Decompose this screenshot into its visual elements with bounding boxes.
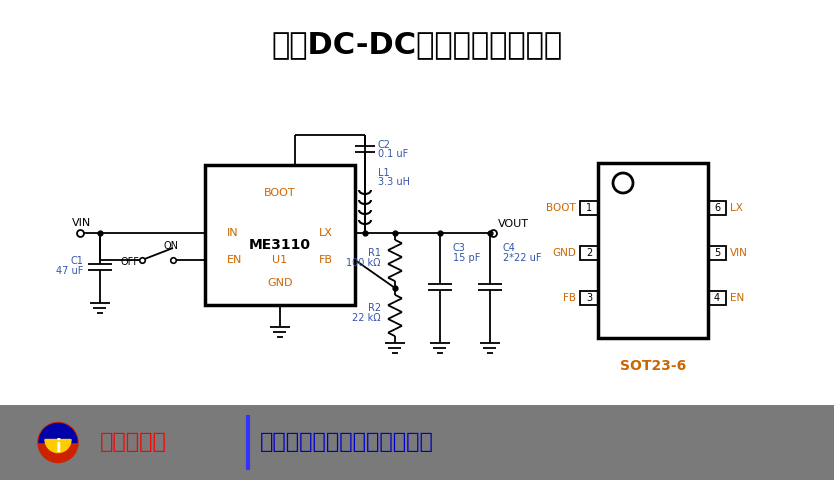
Text: C1: C1 xyxy=(70,256,83,266)
Text: 5: 5 xyxy=(714,248,720,258)
Text: L1: L1 xyxy=(378,168,389,178)
Text: 微盟DC-DC降压典型应用案例: 微盟DC-DC降压典型应用案例 xyxy=(271,31,563,60)
Text: C4: C4 xyxy=(503,243,516,253)
Text: 6: 6 xyxy=(714,203,720,213)
Text: 1: 1 xyxy=(586,203,592,213)
Text: 22 kΩ: 22 kΩ xyxy=(353,313,381,323)
Text: 15 pF: 15 pF xyxy=(453,253,480,263)
Text: SOT23-6: SOT23-6 xyxy=(620,359,686,373)
Bar xyxy=(580,201,598,215)
Text: 4: 4 xyxy=(714,293,720,303)
Text: LX: LX xyxy=(730,203,743,213)
Text: R2: R2 xyxy=(368,303,381,313)
Text: FB: FB xyxy=(563,293,576,303)
Text: 专注电子元件销售和技术服务: 专注电子元件销售和技术服务 xyxy=(260,432,434,453)
Text: 芯天上电子: 芯天上电子 xyxy=(100,432,167,453)
Text: LX: LX xyxy=(319,228,333,238)
Text: BOOT: BOOT xyxy=(264,188,296,198)
Text: VOUT: VOUT xyxy=(498,219,529,229)
Text: GND: GND xyxy=(267,278,293,288)
Text: 3: 3 xyxy=(586,293,592,303)
Bar xyxy=(580,246,598,260)
Wedge shape xyxy=(39,423,77,443)
Wedge shape xyxy=(45,440,71,453)
Bar xyxy=(598,163,708,338)
Text: FB: FB xyxy=(319,255,333,265)
Text: IN: IN xyxy=(227,228,239,238)
Text: C3: C3 xyxy=(453,243,466,253)
Text: ON: ON xyxy=(164,241,179,251)
Bar xyxy=(708,246,726,260)
Text: VIN: VIN xyxy=(730,248,748,258)
Bar xyxy=(580,291,598,305)
Text: C2: C2 xyxy=(378,140,391,150)
Text: U1: U1 xyxy=(273,255,288,265)
Text: 2: 2 xyxy=(585,248,592,258)
Text: R1: R1 xyxy=(368,248,381,258)
Text: ME3110: ME3110 xyxy=(249,238,311,252)
Text: 3.3 uH: 3.3 uH xyxy=(378,177,410,187)
Bar xyxy=(0,405,834,480)
Bar xyxy=(708,291,726,305)
Text: 0.1 uF: 0.1 uF xyxy=(378,149,409,159)
Bar xyxy=(708,201,726,215)
Text: BOOT: BOOT xyxy=(546,203,576,213)
Text: i: i xyxy=(55,439,61,456)
Text: VIN: VIN xyxy=(72,218,91,228)
Bar xyxy=(205,165,355,305)
Circle shape xyxy=(38,422,78,463)
Text: EN: EN xyxy=(227,255,243,265)
Text: 47 uF: 47 uF xyxy=(56,266,83,276)
Text: EN: EN xyxy=(730,293,744,303)
Text: 100 kΩ: 100 kΩ xyxy=(346,258,381,268)
Text: GND: GND xyxy=(552,248,576,258)
Text: 2*22 uF: 2*22 uF xyxy=(503,253,541,263)
Text: OFF: OFF xyxy=(120,257,139,267)
